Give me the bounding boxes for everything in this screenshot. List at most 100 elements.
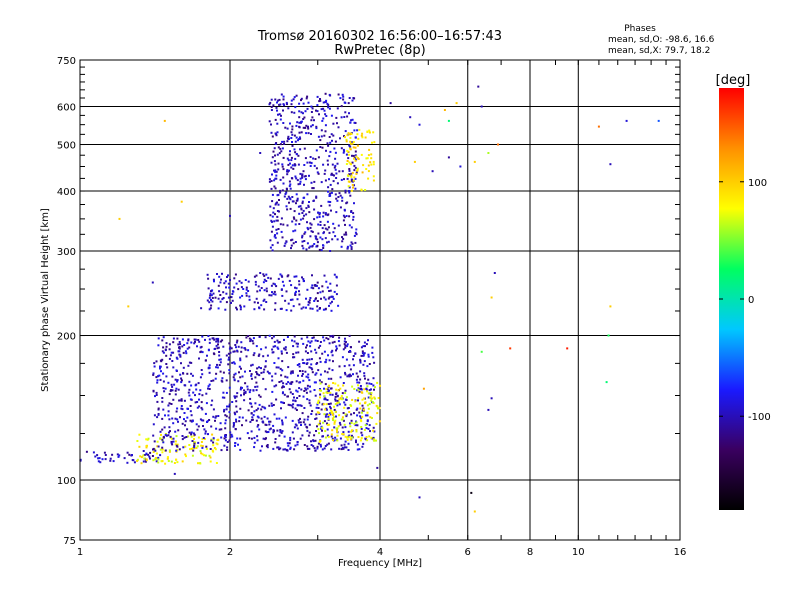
data-point — [258, 335, 261, 338]
data-point — [320, 408, 323, 411]
data-point — [265, 273, 268, 276]
data-point — [282, 385, 284, 388]
data-point — [351, 154, 353, 157]
data-point — [283, 402, 285, 404]
data-point — [356, 407, 359, 410]
data-point — [256, 290, 259, 293]
data-point — [127, 305, 130, 308]
data-point — [286, 197, 289, 200]
data-point — [369, 161, 372, 164]
data-point — [355, 430, 358, 433]
data-point — [321, 427, 324, 430]
data-point — [315, 284, 318, 287]
data-point — [226, 405, 228, 408]
data-point — [256, 425, 259, 428]
data-point — [275, 384, 278, 387]
data-point — [347, 150, 350, 153]
data-point — [289, 183, 292, 186]
data-point — [240, 346, 243, 349]
data-point — [287, 137, 289, 140]
data-point — [294, 444, 297, 447]
data-point — [233, 373, 236, 376]
data-point — [244, 279, 247, 281]
data-point — [359, 370, 362, 373]
data-point — [327, 297, 330, 300]
data-point — [354, 187, 357, 190]
data-point — [364, 437, 367, 440]
data-point — [163, 390, 166, 393]
data-point — [299, 370, 301, 372]
data-point — [210, 425, 213, 428]
data-point — [215, 340, 218, 343]
data-point — [159, 430, 162, 433]
data-point — [341, 426, 344, 429]
data-point — [276, 109, 278, 112]
data-point — [330, 387, 333, 390]
data-point — [217, 339, 220, 342]
data-point — [332, 419, 335, 421]
data-point — [215, 337, 218, 340]
data-point — [179, 354, 182, 357]
data-point — [295, 380, 298, 383]
data-point — [301, 234, 304, 237]
data-point — [308, 174, 310, 177]
data-point — [274, 236, 277, 239]
data-point — [261, 405, 264, 408]
data-point — [346, 247, 349, 250]
data-point — [365, 157, 368, 160]
data-point — [340, 116, 343, 119]
data-point — [201, 419, 204, 422]
data-point — [332, 416, 335, 419]
data-point — [170, 403, 173, 405]
data-point — [264, 346, 267, 349]
data-point — [248, 337, 251, 340]
data-point — [324, 179, 327, 182]
data-point — [331, 393, 334, 396]
data-point — [322, 336, 325, 339]
data-point — [364, 414, 367, 417]
data-point — [320, 445, 322, 448]
data-point — [487, 408, 490, 411]
data-point — [316, 171, 319, 174]
data-point — [301, 202, 304, 205]
data-point — [344, 130, 347, 133]
data-point — [327, 377, 330, 380]
data-point — [339, 437, 342, 440]
data-point — [318, 100, 321, 103]
data-point — [343, 343, 346, 346]
data-point — [287, 302, 290, 305]
data-point — [318, 357, 321, 360]
data-point — [294, 286, 296, 289]
data-point — [291, 393, 294, 395]
data-point — [174, 417, 177, 420]
data-point — [276, 346, 279, 349]
data-point — [361, 411, 363, 414]
data-point — [362, 164, 365, 167]
data-point — [366, 411, 369, 414]
x-axis-label: Frequency [MHz] — [338, 558, 422, 569]
data-point — [270, 131, 273, 134]
data-point — [316, 281, 319, 284]
data-point — [293, 275, 296, 278]
data-point — [311, 371, 314, 374]
data-point — [261, 420, 264, 423]
data-point — [218, 290, 221, 293]
data-point — [335, 293, 338, 296]
data-point — [233, 411, 236, 414]
data-point — [372, 436, 375, 439]
data-point — [182, 351, 185, 354]
data-point — [282, 448, 285, 451]
data-point — [218, 364, 221, 366]
data-point — [349, 194, 352, 197]
data-point — [325, 280, 328, 283]
data-point — [169, 354, 172, 357]
data-point — [224, 436, 227, 439]
data-point — [327, 186, 330, 189]
data-point — [348, 153, 351, 156]
data-point — [194, 401, 197, 404]
data-point — [307, 228, 310, 231]
data-point — [291, 220, 294, 223]
data-point — [219, 422, 222, 425]
y-tick-label: 300 — [57, 247, 76, 258]
data-point — [210, 294, 213, 297]
